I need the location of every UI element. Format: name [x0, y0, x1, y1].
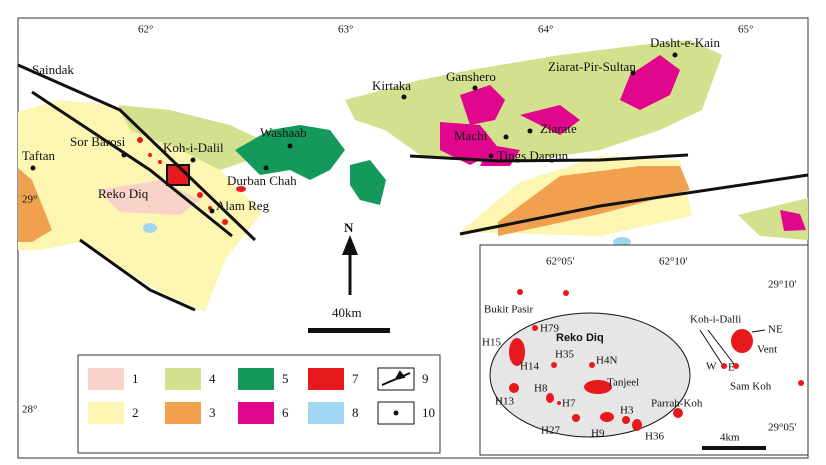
place: Machi	[454, 128, 488, 143]
deposit-label: H13	[495, 396, 514, 408]
deposit-labels: Bukit Pasir H79 H15 H14 H35 H4N Tanjeel H8 H7 H13…	[482, 304, 783, 443]
lon-label: 62°10'	[659, 256, 687, 268]
deposit-label: Sam Koh	[730, 381, 772, 393]
lon-label: 65°	[738, 24, 753, 36]
deposit-label: H9	[591, 428, 605, 440]
lon-label: 63°	[338, 24, 353, 36]
place: Taftan	[22, 148, 56, 163]
legend-swatch	[165, 368, 201, 390]
lon-label: 62°	[138, 24, 153, 36]
deposit-label: H36	[645, 431, 664, 443]
lon-label: 62°05'	[546, 256, 574, 268]
scale-label: 4km	[720, 432, 740, 444]
legend-label: 9	[422, 371, 429, 386]
place: Ziarate	[540, 121, 577, 136]
deposit-label: H15	[482, 337, 501, 349]
deposit-label: H8	[534, 383, 548, 395]
legend-swatch	[238, 402, 274, 424]
place: Durban Chah	[227, 173, 297, 188]
place: Saindak	[32, 62, 74, 77]
lat-label: 29°10'	[768, 279, 796, 291]
deposit-label: Vent	[757, 344, 777, 356]
legend-label: 2	[132, 405, 139, 420]
place: Ganshero	[446, 69, 496, 84]
deposit-label: Koh-i-Dalli	[690, 314, 741, 326]
deposit-label: H4N	[596, 355, 617, 367]
legend-swatch	[88, 402, 124, 424]
place: Reko Diq	[98, 186, 149, 201]
deposit-label: E	[728, 362, 735, 374]
lon-label: 64°	[538, 24, 553, 36]
legend-label: 7	[352, 371, 359, 386]
deposit-label: H35	[555, 349, 574, 361]
scale-label: 40km	[332, 305, 362, 320]
legend-label: 3	[209, 405, 216, 420]
legend-swatch	[308, 402, 344, 424]
north-label: N	[344, 220, 354, 235]
legend-label: 6	[282, 405, 289, 420]
legend-label: 10	[422, 405, 435, 420]
deposit-label: Bukit Pasir	[484, 304, 534, 316]
lat-label: 29°	[22, 194, 37, 206]
place: Sor Barosi	[70, 134, 126, 149]
deposit-label: Parrah-Koh	[651, 398, 703, 410]
legend-label: 8	[352, 405, 359, 420]
geology	[17, 40, 809, 333]
legend-label: 1	[132, 371, 139, 386]
legend-swatch	[308, 368, 344, 390]
place: Koh-i-Dalil	[163, 140, 224, 155]
deposit-label: H7	[562, 398, 576, 410]
fault-symbol	[381, 370, 411, 386]
inset: 62°05' 62°10' 29°10' 29°05' Reko Diq 4km	[479, 244, 809, 456]
legend-swatch	[238, 368, 274, 390]
legend-label: 4	[209, 371, 216, 386]
deposit-label: Tanjeel	[607, 377, 639, 389]
legend-swatch	[88, 368, 124, 390]
place: Dasht-e-Kain	[650, 35, 721, 50]
deposit-label: W	[706, 361, 717, 373]
place: Alam Reg	[216, 198, 270, 213]
deposit-label: H14	[520, 361, 539, 373]
place: Tings Dargun	[497, 148, 569, 163]
place: Washaab	[260, 125, 307, 140]
point-symbol	[393, 410, 399, 416]
place: Kirtaka	[372, 78, 411, 93]
deposit-label: H79	[540, 323, 559, 335]
district-label: Reko Diq	[556, 332, 604, 344]
deposit-label: NE	[768, 324, 783, 336]
legend-label: 5	[282, 371, 289, 386]
legend-swatch	[165, 402, 201, 424]
deposit-label: H27	[541, 425, 560, 437]
legend: 1 2 3 4 5 6 7 8 9 10	[88, 367, 435, 425]
deposit-label: H3	[620, 405, 634, 417]
lat-label: 29°05'	[768, 422, 796, 434]
place-labels: 62° 63° 64° 65° 29° 28° Saindak Taftan S…	[22, 24, 753, 416]
place: Ziarat-Pir-Sultan	[548, 59, 636, 74]
lat-label: 28°	[22, 404, 37, 416]
